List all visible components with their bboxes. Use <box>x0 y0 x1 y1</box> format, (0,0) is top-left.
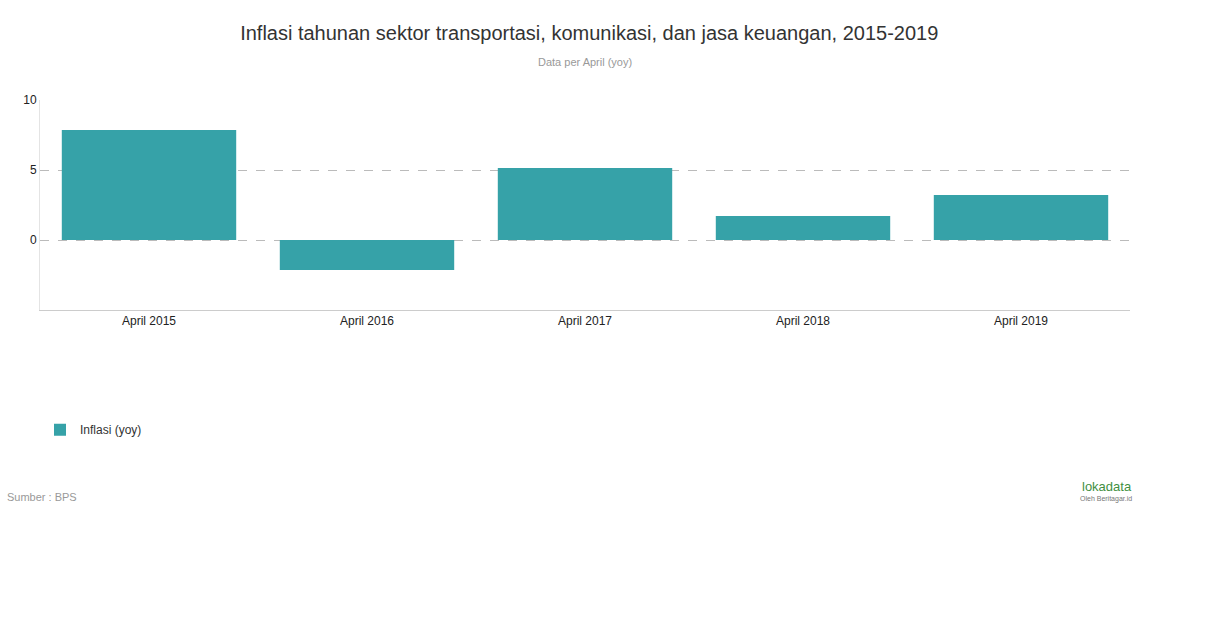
svg-text:Data per April (yoy): Data per April (yoy) <box>538 56 632 68</box>
svg-text:lokadata: lokadata <box>1082 479 1132 494</box>
svg-text:5: 5 <box>30 163 37 177</box>
svg-text:Sumber : BPS: Sumber : BPS <box>7 491 77 503</box>
svg-text:Inflasi tahunan sektor transpo: Inflasi tahunan sektor transportasi, kom… <box>240 22 938 44</box>
svg-text:April 2015: April 2015 <box>122 314 176 328</box>
svg-text:April 2016: April 2016 <box>340 314 394 328</box>
svg-text:10: 10 <box>23 93 37 107</box>
svg-text:April 2019: April 2019 <box>994 314 1048 328</box>
svg-text:Inflasi (yoy): Inflasi (yoy) <box>80 423 141 437</box>
svg-text:Oleh Beritagar.id: Oleh Beritagar.id <box>1080 495 1132 503</box>
svg-text:April 2017: April 2017 <box>558 314 612 328</box>
svg-text:0: 0 <box>30 233 37 247</box>
svg-text:April 2018: April 2018 <box>776 314 830 328</box>
